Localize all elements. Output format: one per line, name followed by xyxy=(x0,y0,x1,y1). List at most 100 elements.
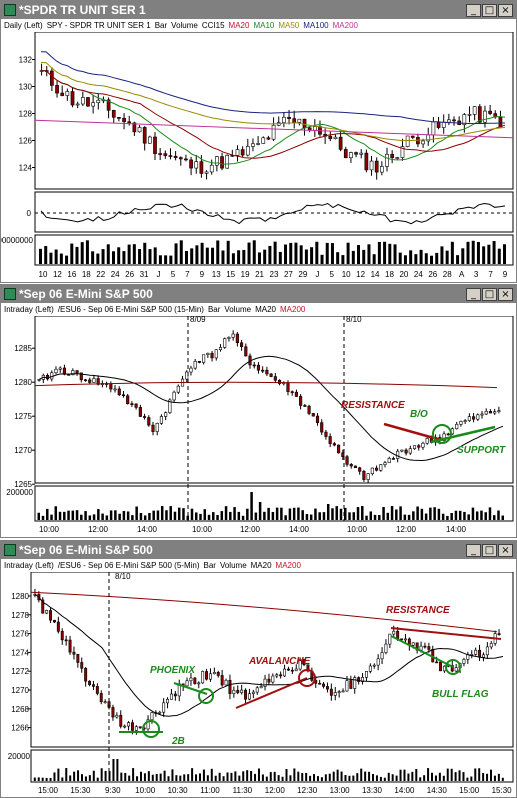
price-bar xyxy=(164,412,168,417)
price-bar xyxy=(240,149,245,156)
price-bar xyxy=(75,370,79,374)
window-title-bar[interactable]: *SPDR TR UNIT SER 1 _ □ × xyxy=(1,1,516,19)
time-tick-label: 10 xyxy=(39,270,48,279)
time-tick-label: 24 xyxy=(414,270,423,279)
time-tick-label: 31 xyxy=(140,270,149,279)
price-bar xyxy=(193,677,197,684)
volume-bar xyxy=(190,248,194,264)
minimize-button[interactable]: _ xyxy=(466,287,481,301)
price-bar xyxy=(439,661,443,672)
price-bar xyxy=(467,416,471,421)
price-bar xyxy=(483,110,487,123)
price-bar xyxy=(405,135,410,147)
price-bar xyxy=(454,667,458,672)
time-tick-label: 5 xyxy=(171,270,176,279)
volume-bar xyxy=(165,510,168,520)
minimize-button[interactable]: _ xyxy=(466,543,481,557)
price-bar xyxy=(92,378,96,383)
price-bar xyxy=(255,687,259,693)
price-bar xyxy=(307,405,311,414)
price-bar xyxy=(127,722,131,727)
volume-bar xyxy=(75,510,79,520)
volume-bar xyxy=(242,249,246,264)
volume-bar xyxy=(284,244,288,264)
volume-bar xyxy=(131,515,134,520)
price-tick-label: 130 xyxy=(19,83,33,92)
volume-bar xyxy=(424,253,428,264)
time-tick-label: 26 xyxy=(428,270,437,279)
window-title-bar[interactable]: *Sep 06 E-Mini S&P 500 _ □ × xyxy=(1,541,516,559)
maximize-button[interactable]: □ xyxy=(482,3,497,17)
es-5min-chart[interactable]: 1280 1278 1276 1274 1272 1270 1268 1266 8/10 PHOE… xyxy=(1,572,516,797)
close-button[interactable]: × xyxy=(498,543,513,557)
price-bar xyxy=(176,385,180,393)
price-bar xyxy=(122,117,126,123)
volume-bar xyxy=(132,768,135,781)
volume-bar xyxy=(50,514,53,520)
window-title-bar[interactable]: *Sep 06 E-Mini S&P 500 _ □ × xyxy=(1,285,516,303)
avalanche-circle xyxy=(298,669,316,687)
price-tick-label: 132 xyxy=(19,56,33,65)
minimize-button[interactable]: _ xyxy=(466,3,481,17)
volume-bar xyxy=(210,768,213,781)
price-tick-label: 1265 xyxy=(14,480,32,489)
price-bar xyxy=(436,121,441,128)
price-bar xyxy=(329,688,333,696)
volume-bar xyxy=(430,255,434,264)
price-bar xyxy=(88,680,92,685)
price-bar xyxy=(117,388,121,396)
price-bar xyxy=(244,689,248,700)
volume-bar xyxy=(143,242,147,264)
volume-bar xyxy=(70,243,74,264)
price-bar xyxy=(256,143,260,145)
volume-bar xyxy=(37,512,40,520)
close-button[interactable]: × xyxy=(498,287,513,301)
price-bar xyxy=(481,654,485,658)
price-bar xyxy=(65,91,70,96)
es-15min-chart[interactable]: 1285 1280 1275 1270 1265 8/09 8/10 RESISTANCE B/… xyxy=(1,316,516,537)
price-bar xyxy=(266,137,271,140)
ma200-line xyxy=(34,119,514,139)
price-bar xyxy=(302,118,307,129)
volume-bar xyxy=(309,775,312,781)
price-bar xyxy=(202,354,206,363)
legend-item: MA100 xyxy=(303,21,329,30)
time-tick-label: 21 xyxy=(255,270,264,279)
volume-bar xyxy=(454,510,458,520)
price-bar xyxy=(279,674,283,677)
volume-bar xyxy=(372,254,376,264)
volume-bar xyxy=(183,774,186,781)
time-tick-label: J xyxy=(157,270,161,279)
price-bar xyxy=(485,646,489,656)
volume-bar xyxy=(118,513,121,520)
volume-bar xyxy=(501,515,504,520)
legend-item: MA20 xyxy=(250,561,272,570)
volume-bar xyxy=(463,511,466,520)
price-bar xyxy=(123,725,127,728)
avalanche-label: AVALANCHE xyxy=(248,656,311,667)
close-button[interactable]: × xyxy=(498,3,513,17)
volume-bar xyxy=(231,253,235,264)
price-bar xyxy=(441,121,446,128)
price-bar xyxy=(364,152,369,171)
volume-bar xyxy=(294,242,298,264)
volume-bar xyxy=(419,777,422,781)
volume-bar xyxy=(108,771,111,781)
volume-bar xyxy=(45,777,48,781)
volume-bar xyxy=(310,247,314,264)
legend-item: /ESU6 - Sep 06 E-Mini S&P 500 (15-Min) xyxy=(57,305,204,314)
volume-bar xyxy=(438,772,441,781)
volume-bar xyxy=(497,248,501,264)
volume-bar xyxy=(351,250,355,264)
price-bar xyxy=(71,370,75,376)
price-bar xyxy=(333,136,338,140)
volume-bar xyxy=(164,255,168,264)
maximize-button[interactable]: □ xyxy=(482,287,497,301)
price-bar xyxy=(467,114,472,116)
volume-bar xyxy=(446,515,449,520)
volume-bar xyxy=(234,771,237,781)
maximize-button[interactable]: □ xyxy=(482,543,497,557)
volume-bar xyxy=(278,251,282,264)
price-bar xyxy=(158,711,162,714)
spy-daily-chart[interactable]: 132 130 128 126 124 0 200000000 10 12 16 18 22 24 26 3… xyxy=(1,32,516,282)
